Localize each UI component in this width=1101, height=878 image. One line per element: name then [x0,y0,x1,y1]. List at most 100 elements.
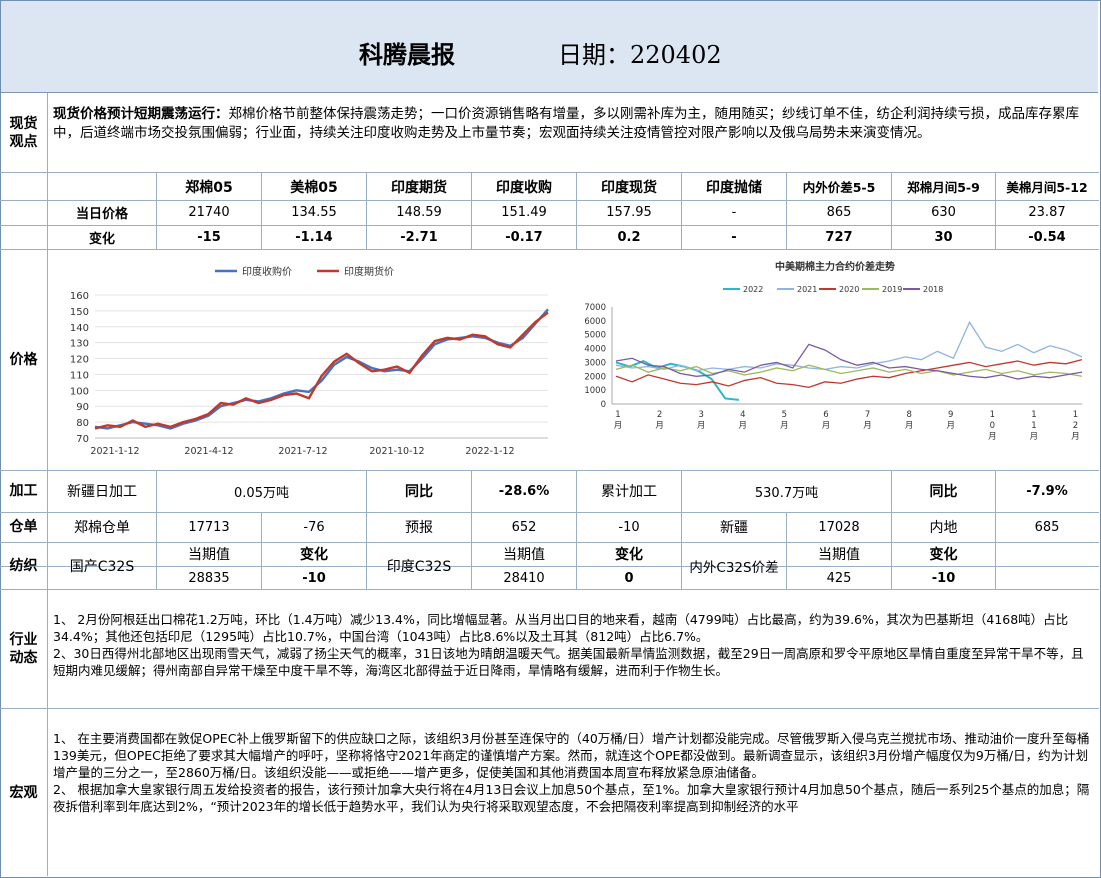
change-value-0: -15 [197,229,221,245]
india-c32s-value: 28410 [503,570,545,586]
spot-label: 现货观点 [9,115,38,150]
x-tick-label-10-1: 1 [1031,421,1036,431]
x-tick-label-8-1: 月 [946,421,955,431]
col-header-4: 印度现货 [601,179,657,196]
spinning-label: 纺织 [9,557,38,574]
row-change-label: 变化 [88,231,115,247]
y-tick-label-4: 110 [70,370,89,381]
india-c32s-label: 印度C32S [386,558,452,575]
change-value-2: -2.71 [400,229,438,245]
col-header-1: 美棉05 [290,179,338,196]
x-tick-label-5-1: 月 [822,421,831,431]
x-tick-label-6-0: 7 [865,410,870,420]
col-header-0: 郑棉05 [185,179,233,196]
macro-news-1: 1、 在主要消费国都在敦促OPEC补上俄罗斯留下的供应缺口之际，该组织3月份甚至… [53,731,1090,780]
change-value-6: 727 [825,229,853,245]
y-tick-label-6: 6000 [584,317,606,327]
y-tick-label-0: 0 [601,400,606,410]
macro-news-2: 2、 根据加拿大皇家银行周五发给投资者的报告，该行预计加拿大央行将在4月13日会… [53,782,1090,814]
today-value-2: 148.59 [396,205,442,220]
legend-label-0: 印度收购价 [242,265,292,278]
y-tick-label-9: 160 [70,291,89,302]
y-tick-label-7: 7000 [584,303,606,313]
series-line-1 [94,311,549,430]
series-line-0 [615,359,740,401]
forecast-label: 预报 [405,520,433,536]
x-tick-label-4-0: 5 [782,410,787,420]
chart-title: 中美期棉主力合约价差走势 [775,260,895,273]
cumulative-label: 累计加工 [601,484,657,500]
change-value-4: 0.2 [617,229,641,245]
y-tick-label-2: 2000 [584,372,606,382]
y-tick-label-8: 150 [70,307,89,318]
forecast-change: -10 [618,519,640,535]
col-header-8: 美棉月间5-12 [1006,180,1088,195]
spot-view: 现货价格预计短期震荡运行：郑棉价格节前整体保持震荡走势；一口价资源销售略有增量，… [53,105,1093,143]
inland-value: 685 [1034,519,1060,535]
legend-label-4: 2018 [923,285,943,294]
x-tick-label-11-1: 2 [1073,421,1078,431]
forecast-value: 652 [511,519,537,535]
today-value-0: 21740 [188,205,230,220]
price-label: 价格 [9,351,38,368]
col-header-2: 印度期货 [391,179,447,196]
yoy-value: -28.6% [498,483,550,499]
legend-label-1: 印度期货价 [344,265,394,278]
change-value-8: -0.54 [1028,229,1066,245]
y-tick-label-4: 4000 [584,345,606,355]
x-tick-label-3-1: 月 [739,421,748,431]
x-tick-label-2-0: 3 [698,410,703,420]
x-tick-label-4-1: 月 [780,421,789,431]
series-line-4 [615,343,1083,380]
x-tick-label-8-0: 9 [948,410,953,420]
change-value-1: -1.14 [295,229,333,245]
india-change-label: 变化 [615,547,643,563]
industry-news-2: 2、30日西得州北部地区出现雨雪天气，减弱了扬尘天气的概率，31日该地为晴朗温暖… [53,646,1084,678]
xinjiang-daily-label: 新疆日加工 [67,484,137,500]
col-header-7: 郑棉月间5-9 [907,180,980,195]
y-tick-label-3: 100 [70,386,89,397]
industry-news-1: 1、 2月份阿根廷出口棉花1.2万吨，环比（1.4万吨）减少13.4%，同比增幅… [53,612,1069,644]
x-tick-label-7-0: 8 [906,410,911,420]
today-value-7: 630 [931,205,956,220]
domestic-current-label: 当期值 [188,547,230,563]
today-value-8: 23.87 [1028,205,1066,220]
warehouse-label: 仓单 [9,519,38,535]
today-value-1: 134.55 [291,205,337,220]
x-tick-label-11-2: 月 [1071,432,1080,442]
x-tick-label-4: 2022-1-12 [465,446,514,457]
today-value-6: 865 [826,205,852,220]
legend-label-3: 2019 [882,285,902,294]
x-tick-label-0-0: 1 [615,410,620,420]
today-value-5: - [731,205,737,220]
yoy2-value: -7.9% [1026,483,1068,499]
zz-warehouse-label: 郑棉仓单 [74,520,130,536]
yoy2-label: 同比 [929,484,958,500]
x-tick-label-5-0: 6 [823,410,828,420]
zz-warehouse-value: 17713 [188,519,230,535]
spread-c32s-label: 内外C32S价差 [689,559,779,576]
inland-label: 内地 [929,520,958,536]
domestic-change-label: 变化 [300,547,328,563]
processing-label: 加工 [9,483,38,499]
spread-c32s-value: 425 [826,570,852,586]
x-tick-label-1-0: 2 [657,410,662,420]
xinjiang-daily-value: 0.05万吨 [234,485,289,501]
industry-label: 行业动态 [9,632,38,666]
x-tick-label-0: 2021-1-12 [90,446,139,457]
x-tick-label-10-0: 1 [1031,410,1036,420]
x-tick-label-3: 2021-10-12 [369,446,424,457]
domestic-c32s-change: -10 [302,570,326,586]
spot-text: 郑棉价格节前整体保持震荡走势；一口价资源销售略有增量，多以刚需补库为主，随用随买… [53,106,1079,141]
x-tick-label-1: 2021-4-12 [184,446,233,457]
col-header-3: 印度收购 [496,179,552,196]
change-value-3: -0.17 [505,229,543,245]
row-today-label: 当日价格 [75,207,128,222]
x-tick-label-10-2: 月 [1030,432,1039,442]
x-tick-label-0-1: 月 [614,421,623,431]
series-line-0 [94,308,549,430]
industry-news: 1、 2月份阿根廷出口棉花1.2万吨，环比（1.4万吨）减少13.4%，同比增幅… [53,611,1093,679]
today-value-3: 151.49 [501,205,547,220]
y-tick-label-5: 5000 [584,331,606,341]
